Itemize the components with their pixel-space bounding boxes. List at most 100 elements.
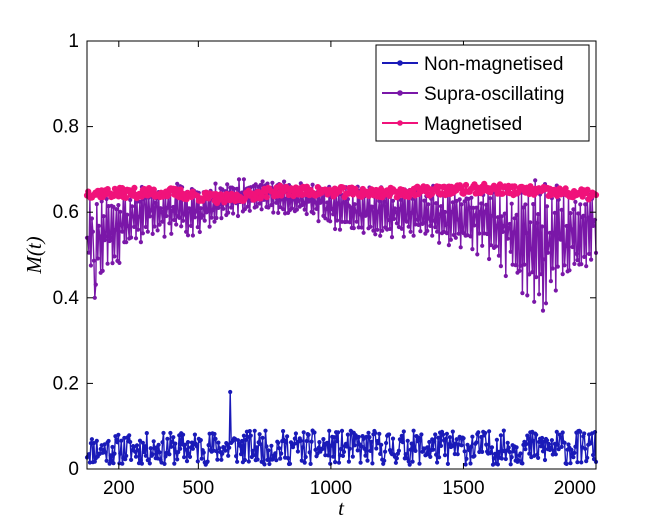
data-point bbox=[435, 229, 440, 234]
data-point bbox=[376, 209, 381, 214]
data-point bbox=[292, 436, 297, 441]
data-point bbox=[352, 443, 357, 448]
data-point bbox=[428, 223, 433, 228]
data-point bbox=[122, 194, 129, 201]
data-point bbox=[169, 444, 174, 449]
data-point bbox=[93, 282, 98, 287]
data-point bbox=[181, 432, 186, 437]
data-point bbox=[405, 438, 410, 443]
y-tick-label: 1 bbox=[68, 31, 79, 52]
data-point bbox=[366, 430, 371, 435]
data-point bbox=[432, 218, 437, 223]
data-point bbox=[198, 438, 203, 443]
data-point bbox=[192, 432, 197, 437]
data-point bbox=[88, 263, 93, 268]
data-point bbox=[326, 453, 331, 458]
data-point bbox=[410, 459, 415, 464]
data-point bbox=[556, 447, 561, 452]
data-point bbox=[105, 261, 110, 266]
data-point bbox=[509, 455, 514, 460]
data-point bbox=[509, 201, 514, 206]
data-point bbox=[270, 180, 275, 185]
data-point bbox=[348, 205, 353, 210]
data-point bbox=[336, 430, 341, 435]
data-point bbox=[555, 442, 560, 447]
data-point bbox=[415, 217, 420, 222]
data-point bbox=[273, 451, 278, 456]
data-point bbox=[399, 433, 404, 438]
data-point bbox=[573, 444, 578, 449]
data-point bbox=[358, 460, 363, 465]
data-point bbox=[198, 206, 203, 211]
data-point bbox=[531, 438, 536, 443]
y-tick-label: 0.8 bbox=[53, 117, 79, 138]
data-point bbox=[390, 436, 396, 441]
legend-label: Supra-oscillating bbox=[424, 84, 564, 105]
data-point bbox=[254, 204, 259, 209]
data-point bbox=[341, 449, 347, 454]
data-point bbox=[118, 209, 123, 214]
data-point bbox=[364, 211, 369, 216]
data-point bbox=[104, 458, 109, 463]
data-point bbox=[409, 210, 414, 215]
data-point bbox=[163, 454, 168, 459]
data-point bbox=[247, 429, 252, 434]
data-point bbox=[517, 268, 522, 273]
data-point bbox=[434, 452, 439, 457]
data-point bbox=[277, 446, 282, 451]
data-point bbox=[534, 275, 539, 280]
data-point bbox=[311, 211, 316, 216]
data-point bbox=[175, 181, 180, 186]
data-point bbox=[566, 442, 571, 447]
data-point bbox=[281, 207, 286, 212]
data-point bbox=[232, 186, 237, 191]
data-point bbox=[88, 441, 93, 446]
data-point bbox=[390, 198, 396, 203]
data-point bbox=[278, 456, 283, 461]
data-point bbox=[368, 448, 373, 453]
data-point bbox=[175, 457, 180, 462]
data-point bbox=[537, 439, 542, 444]
data-point bbox=[530, 270, 535, 275]
data-point bbox=[158, 206, 163, 211]
data-point bbox=[465, 442, 470, 447]
data-point bbox=[573, 199, 578, 204]
data-point bbox=[225, 182, 230, 187]
data-point bbox=[325, 440, 330, 445]
data-point bbox=[434, 201, 439, 206]
data-point bbox=[137, 438, 143, 443]
data-point bbox=[95, 256, 100, 261]
data-point bbox=[115, 440, 120, 445]
data-point bbox=[296, 198, 301, 203]
data-point bbox=[113, 227, 118, 232]
data-point bbox=[185, 233, 191, 238]
data-point bbox=[124, 240, 129, 245]
data-point bbox=[489, 243, 494, 248]
data-point bbox=[180, 442, 185, 447]
data-point bbox=[495, 462, 500, 467]
data-point bbox=[374, 446, 379, 451]
legend: Non-magnetised Supra-oscillating Magnetise… bbox=[375, 44, 590, 142]
data-point bbox=[153, 200, 158, 205]
data-point bbox=[379, 442, 384, 447]
data-point bbox=[474, 440, 479, 445]
data-point bbox=[506, 445, 511, 450]
data-point bbox=[194, 444, 199, 449]
data-point bbox=[399, 226, 404, 231]
data-point bbox=[264, 444, 269, 449]
data-point bbox=[420, 449, 425, 454]
data-point bbox=[298, 438, 303, 443]
data-point bbox=[511, 230, 516, 235]
data-point bbox=[562, 440, 567, 445]
data-point bbox=[508, 462, 513, 467]
data-point bbox=[369, 439, 374, 444]
data-point bbox=[127, 433, 132, 438]
data-point bbox=[281, 429, 286, 434]
data-point bbox=[223, 448, 228, 453]
data-point bbox=[310, 182, 315, 187]
data-point bbox=[140, 440, 145, 445]
data-point bbox=[527, 451, 532, 456]
data-point bbox=[418, 229, 423, 234]
